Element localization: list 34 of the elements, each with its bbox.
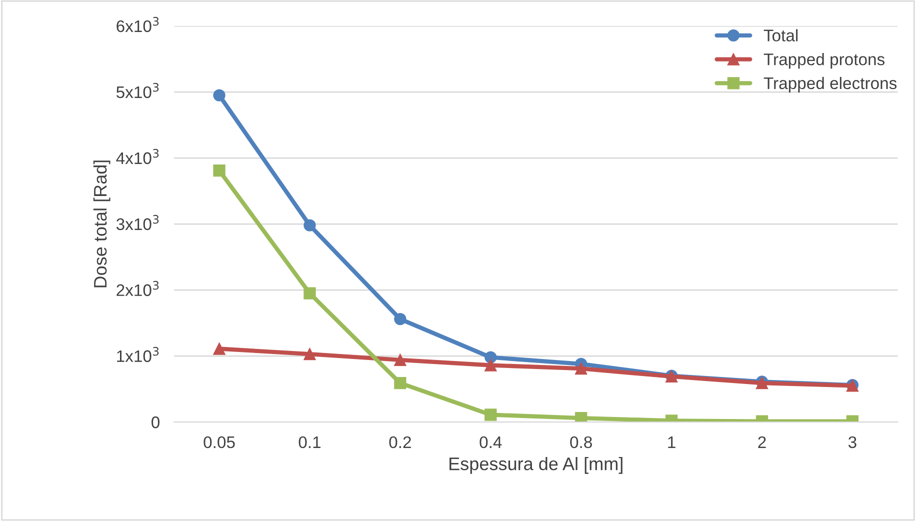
point [304,219,316,232]
point [304,287,316,300]
y-tick-label: 6x10$^{3}$ [116,16,159,32]
x-tick-label: 3 [848,436,856,448]
y-tick-label: 1x10$^{3}$ [117,346,159,362]
x-tick-label: 2 [758,436,766,448]
point [575,412,588,422]
x-tick-label: 0.1 [298,436,320,448]
point [484,359,497,372]
point [304,348,316,360]
y-tick-label: 4x10$^{3}$ [116,148,159,164]
x-tick-label: 0.4 [480,436,502,448]
x-tick-label: 0.05 [204,436,235,448]
y-tick-label: 3x10$^{3}$ [116,214,159,230]
point [394,377,406,390]
y-tick-label: 0 [152,416,160,428]
x-tick-label: 1 [668,436,676,448]
x-tick-label: 0.8 [570,436,592,448]
point [484,351,497,364]
point [394,354,406,366]
x-axis-title: Espessura de Al [mm] [450,456,622,474]
point [575,362,588,375]
point [484,408,497,421]
y-tick-label: 5x10$^{3}$ [116,82,159,98]
point [213,342,226,355]
legend-label: Total [764,29,798,42]
point [213,89,226,102]
x-tick-label: 0.2 [389,436,411,448]
y-tick-label: 2x10$^{3}$ [116,280,159,296]
y-axis-title: Dose total [Rad] [93,160,110,288]
point [213,164,226,177]
legend-label: Trapped protons [764,53,885,69]
legend-label: Trapped electrons [764,76,897,92]
point [394,312,406,326]
